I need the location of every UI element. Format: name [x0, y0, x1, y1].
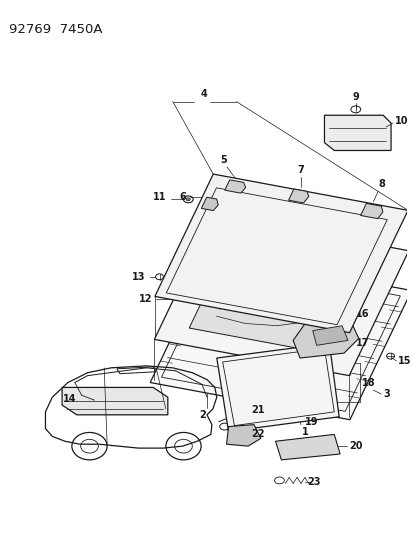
Polygon shape	[360, 204, 382, 219]
Polygon shape	[154, 174, 407, 333]
Text: 23: 23	[306, 478, 320, 487]
Text: 16: 16	[355, 309, 368, 319]
Text: 1: 1	[301, 427, 308, 437]
Text: 20: 20	[348, 441, 362, 451]
Text: 21: 21	[250, 405, 264, 415]
Polygon shape	[226, 425, 260, 446]
Text: 14: 14	[63, 394, 76, 404]
Polygon shape	[201, 197, 218, 211]
Text: 9: 9	[351, 92, 358, 101]
Text: 4: 4	[200, 88, 207, 99]
Text: 5: 5	[219, 155, 226, 165]
Text: 2: 2	[198, 410, 205, 420]
Text: 7: 7	[297, 165, 304, 175]
Polygon shape	[150, 253, 411, 419]
Text: 13: 13	[132, 272, 145, 282]
Polygon shape	[288, 189, 308, 203]
Text: 12: 12	[138, 294, 152, 304]
Text: 3: 3	[382, 389, 389, 399]
Polygon shape	[292, 317, 358, 358]
Polygon shape	[216, 343, 338, 432]
Ellipse shape	[239, 410, 242, 414]
Polygon shape	[154, 214, 408, 376]
Ellipse shape	[186, 198, 190, 201]
Text: 8: 8	[377, 179, 384, 189]
Text: 10: 10	[394, 116, 408, 126]
Polygon shape	[62, 387, 167, 415]
Ellipse shape	[289, 445, 300, 453]
Polygon shape	[324, 115, 390, 150]
Text: 17: 17	[355, 338, 368, 349]
Text: 19: 19	[304, 417, 318, 427]
Text: 22: 22	[250, 430, 264, 439]
Text: 92769  7450A: 92769 7450A	[9, 23, 102, 36]
Polygon shape	[275, 434, 339, 460]
Text: 15: 15	[397, 356, 411, 366]
Text: 18: 18	[361, 377, 375, 387]
Polygon shape	[312, 326, 347, 345]
Polygon shape	[224, 180, 245, 193]
Polygon shape	[189, 241, 365, 353]
Text: 11: 11	[153, 192, 166, 203]
Text: 6: 6	[179, 192, 185, 203]
